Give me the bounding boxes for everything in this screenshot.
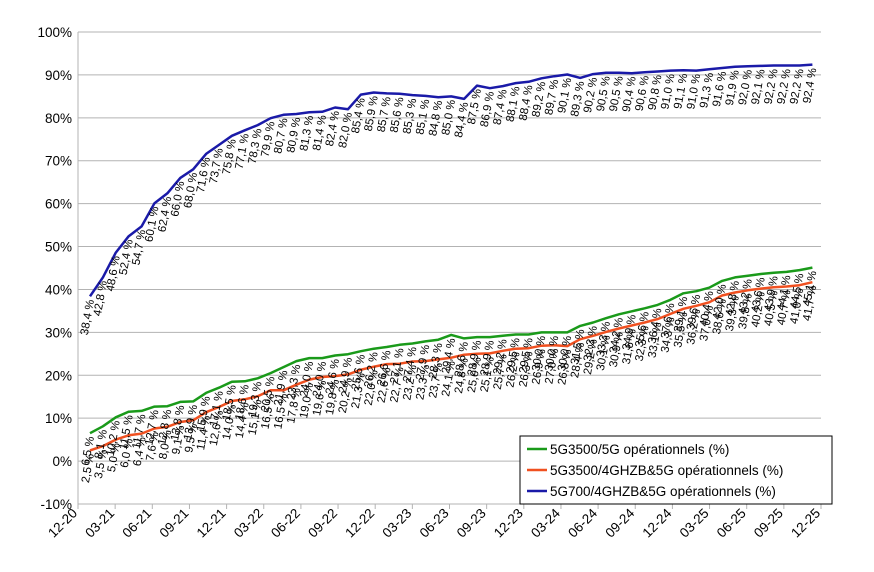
- y-axis-ticks: -10% 0% 10% 20% 30% 40% 50% 60% 70% 80% 90% 100%: [37, 25, 72, 512]
- x-tick-label: 03-21: [82, 506, 117, 541]
- x-tick-label: 12-22: [342, 506, 377, 541]
- data-label: 7,6 %: [145, 431, 162, 462]
- legend-label-1: 5G3500/4GHZB&5G opérationnels (%): [550, 463, 783, 478]
- y-tick-label: 60%: [45, 197, 72, 212]
- x-tick-label: 03-22: [231, 506, 266, 541]
- data-label: 8,1 %: [93, 429, 110, 460]
- legend-label-0: 5G3500/5G opérationnels (%): [550, 442, 729, 457]
- x-tick-label: 09-24: [602, 505, 637, 540]
- x-tick-label: 06-25: [714, 506, 749, 541]
- data-label: 2,5 %: [80, 453, 97, 484]
- y-tick-label: 10%: [45, 411, 72, 426]
- x-tick-label: 09-21: [157, 506, 192, 541]
- x-tick-label: 09-22: [305, 506, 340, 541]
- x-tick-label: 12-25: [788, 506, 823, 541]
- x-tick-label: 06-23: [417, 506, 452, 541]
- y-tick-label: 0%: [52, 454, 72, 469]
- y-tick-label: -10%: [40, 497, 72, 512]
- series-line-2: [88, 63, 813, 298]
- data-label: 6,0 %: [119, 438, 136, 469]
- legend: 5G3500/5G opérationnels (%) 5G3500/4GHZB…: [519, 435, 833, 505]
- x-tick-label: 06-22: [268, 506, 303, 541]
- data-label: 6,4 %: [132, 436, 149, 467]
- y-tick-label: 50%: [45, 240, 72, 255]
- data-label: 11,7 %: [131, 413, 149, 450]
- x-tick-label: 03-24: [528, 505, 563, 540]
- y-tick-label: 90%: [45, 68, 72, 83]
- data-label: 9,1 %: [170, 424, 187, 455]
- x-tick-label: 06-21: [119, 506, 154, 541]
- y-tick-label: 70%: [45, 154, 72, 169]
- series-line-0: [89, 266, 813, 435]
- x-tick-label: 12-24: [639, 505, 674, 540]
- data-label: 3,5 %: [93, 449, 110, 480]
- x-tick-label: 06-24: [565, 505, 600, 540]
- data-labels: 6,5 %8,1 %10,2 %11,5 %11,7 %12,7 %12,8 %…: [79, 67, 819, 484]
- data-label: 11,5 %: [118, 414, 136, 451]
- x-tick-label: 09-23: [454, 506, 489, 541]
- data-label: 8,0 %: [157, 429, 174, 460]
- series-line-1: [89, 280, 813, 452]
- x-axis-ticks: 12-20 03-21 06-21 09-21 12-21 03-22 06-22 09-22…: [45, 504, 823, 541]
- legend-label-2: 5G700/4GHZB&5G opérationnels (%): [550, 484, 776, 499]
- x-tick-label: 09-25: [751, 506, 786, 541]
- x-tick-label: 03-23: [379, 506, 414, 541]
- legend-box: [519, 435, 833, 505]
- y-tick-label: 20%: [45, 368, 72, 383]
- data-label: 9,5 %: [183, 423, 200, 454]
- y-tick-label: 80%: [45, 111, 72, 126]
- data-label: 11,4 %: [195, 415, 213, 452]
- data-label: 5,0 %: [106, 442, 123, 473]
- x-tick-label: 03-25: [677, 506, 712, 541]
- x-tick-label: 12-21: [194, 506, 229, 541]
- series-lines: [88, 63, 813, 452]
- data-label: 6,5 %: [80, 436, 97, 467]
- x-tick-label: 12-23: [491, 506, 526, 541]
- y-tick-label: 30%: [45, 325, 72, 340]
- y-tick-label: 100%: [37, 25, 72, 40]
- y-tick-label: 40%: [45, 282, 72, 297]
